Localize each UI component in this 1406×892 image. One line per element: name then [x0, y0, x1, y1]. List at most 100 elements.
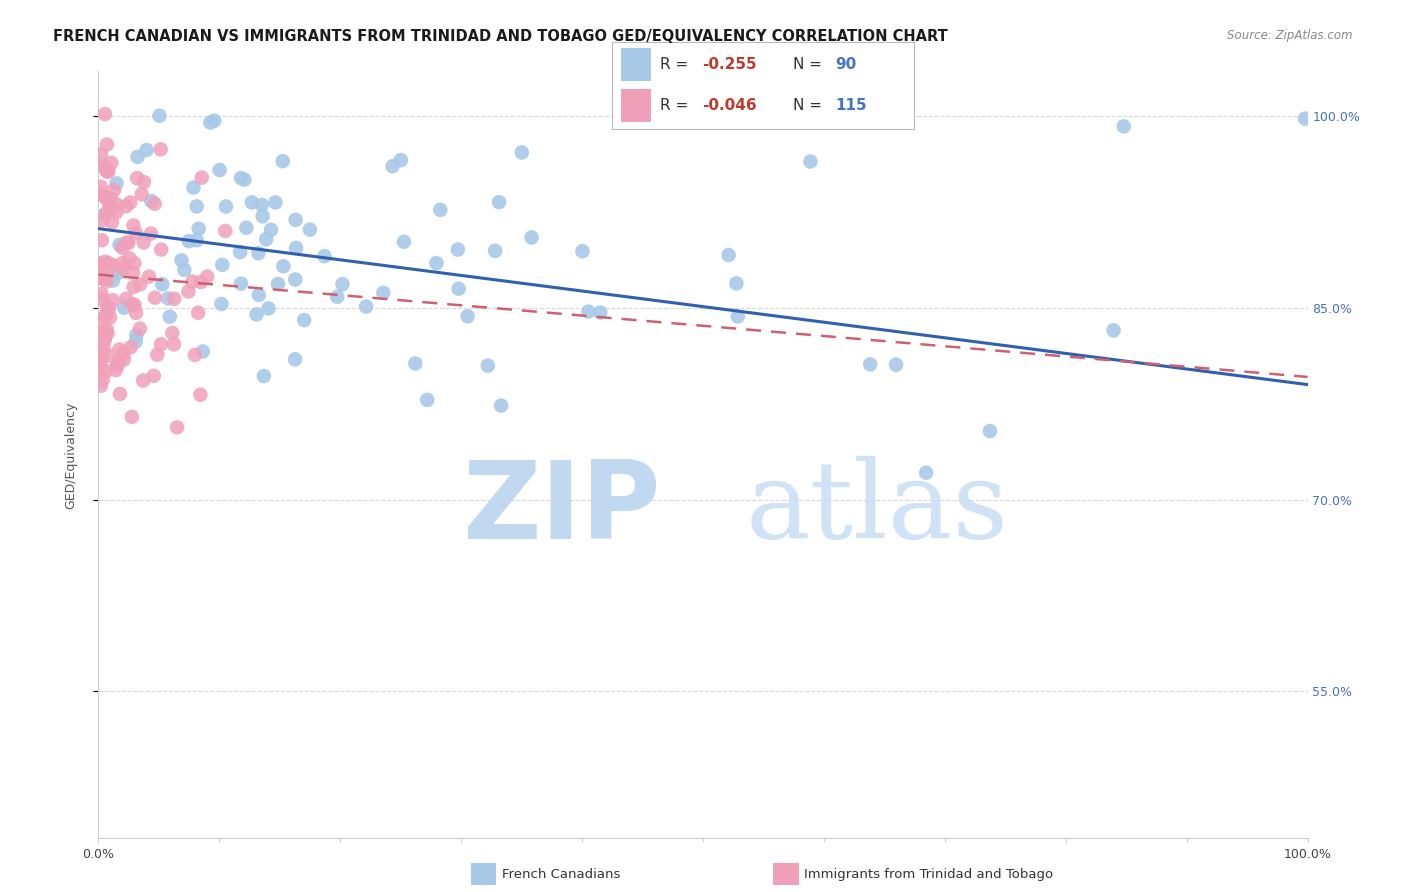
Point	[105, 359, 128, 373]
Point	[112, 346, 135, 360]
Point	[107, 357, 129, 371]
Point	[489, 399, 512, 413]
Point	[96, 137, 118, 152]
Point	[127, 150, 149, 164]
Point	[90, 328, 112, 343]
Point	[477, 359, 499, 373]
Point	[284, 212, 307, 227]
Point	[177, 234, 200, 248]
Point	[98, 310, 121, 325]
Point	[93, 208, 115, 222]
Point	[233, 172, 256, 186]
Point	[392, 235, 415, 249]
Point	[267, 277, 290, 291]
Point	[94, 326, 117, 340]
Point	[260, 223, 283, 237]
Point	[90, 349, 112, 363]
Point	[90, 363, 112, 377]
Text: ZIP: ZIP	[463, 456, 661, 562]
Point	[138, 269, 160, 284]
Point	[114, 199, 136, 213]
Point	[124, 256, 146, 270]
Text: R =: R =	[659, 98, 693, 113]
Point	[108, 354, 131, 368]
Point	[120, 340, 142, 354]
Point	[186, 199, 208, 213]
Point	[94, 190, 117, 204]
Point	[484, 244, 506, 258]
Point	[94, 309, 117, 323]
Point	[284, 272, 307, 286]
Point	[191, 170, 214, 185]
Point	[105, 197, 128, 211]
Point	[132, 374, 155, 388]
Point	[142, 368, 165, 383]
Point	[131, 187, 153, 202]
Point	[285, 241, 308, 255]
Point	[101, 273, 124, 287]
Point	[208, 163, 231, 178]
Point	[93, 332, 115, 346]
Point	[101, 202, 124, 217]
Point	[96, 165, 118, 179]
Point	[150, 243, 173, 257]
Point	[404, 356, 426, 370]
Point	[292, 313, 315, 327]
Point	[190, 388, 212, 402]
Point	[181, 275, 204, 289]
Point	[90, 233, 112, 247]
Point	[717, 248, 740, 262]
Point	[105, 205, 128, 219]
Point	[284, 352, 307, 367]
Text: Immigrants from Trinidad and Tobago: Immigrants from Trinidad and Tobago	[804, 868, 1053, 880]
Point	[91, 332, 114, 346]
Point	[90, 179, 112, 194]
Point	[915, 466, 938, 480]
Point	[100, 156, 122, 170]
Point	[90, 257, 112, 271]
Point	[190, 275, 212, 289]
Point	[150, 277, 173, 292]
Point	[100, 192, 122, 206]
Point	[129, 277, 152, 292]
Text: Source: ZipAtlas.com: Source: ZipAtlas.com	[1227, 29, 1353, 42]
Point	[91, 293, 114, 307]
Point	[326, 290, 349, 304]
Point	[250, 198, 273, 212]
Point	[229, 171, 252, 186]
Point	[94, 333, 117, 347]
Point	[884, 358, 907, 372]
Point	[253, 369, 276, 384]
Point	[111, 261, 134, 276]
Point	[240, 195, 263, 210]
Point	[120, 195, 142, 210]
Point	[90, 353, 112, 368]
Point	[170, 253, 193, 268]
Point	[202, 113, 225, 128]
Point	[101, 258, 124, 272]
Point	[93, 158, 115, 172]
Point	[132, 175, 155, 189]
Point	[107, 266, 129, 280]
Point	[97, 164, 120, 178]
Point	[121, 265, 143, 279]
Point	[125, 328, 148, 343]
Point	[90, 257, 112, 271]
Point	[332, 277, 354, 292]
Point	[200, 115, 222, 129]
Point	[96, 163, 118, 178]
Point	[187, 306, 209, 320]
Point	[104, 363, 127, 377]
Point	[97, 349, 120, 363]
Point	[91, 271, 114, 285]
Point	[143, 196, 166, 211]
Point	[96, 275, 118, 289]
Point	[271, 154, 294, 169]
Point	[108, 238, 131, 252]
Point	[122, 298, 145, 312]
Point	[91, 213, 114, 227]
Point	[211, 297, 233, 311]
FancyBboxPatch shape	[620, 48, 651, 81]
Point	[115, 292, 138, 306]
Point	[177, 285, 200, 299]
